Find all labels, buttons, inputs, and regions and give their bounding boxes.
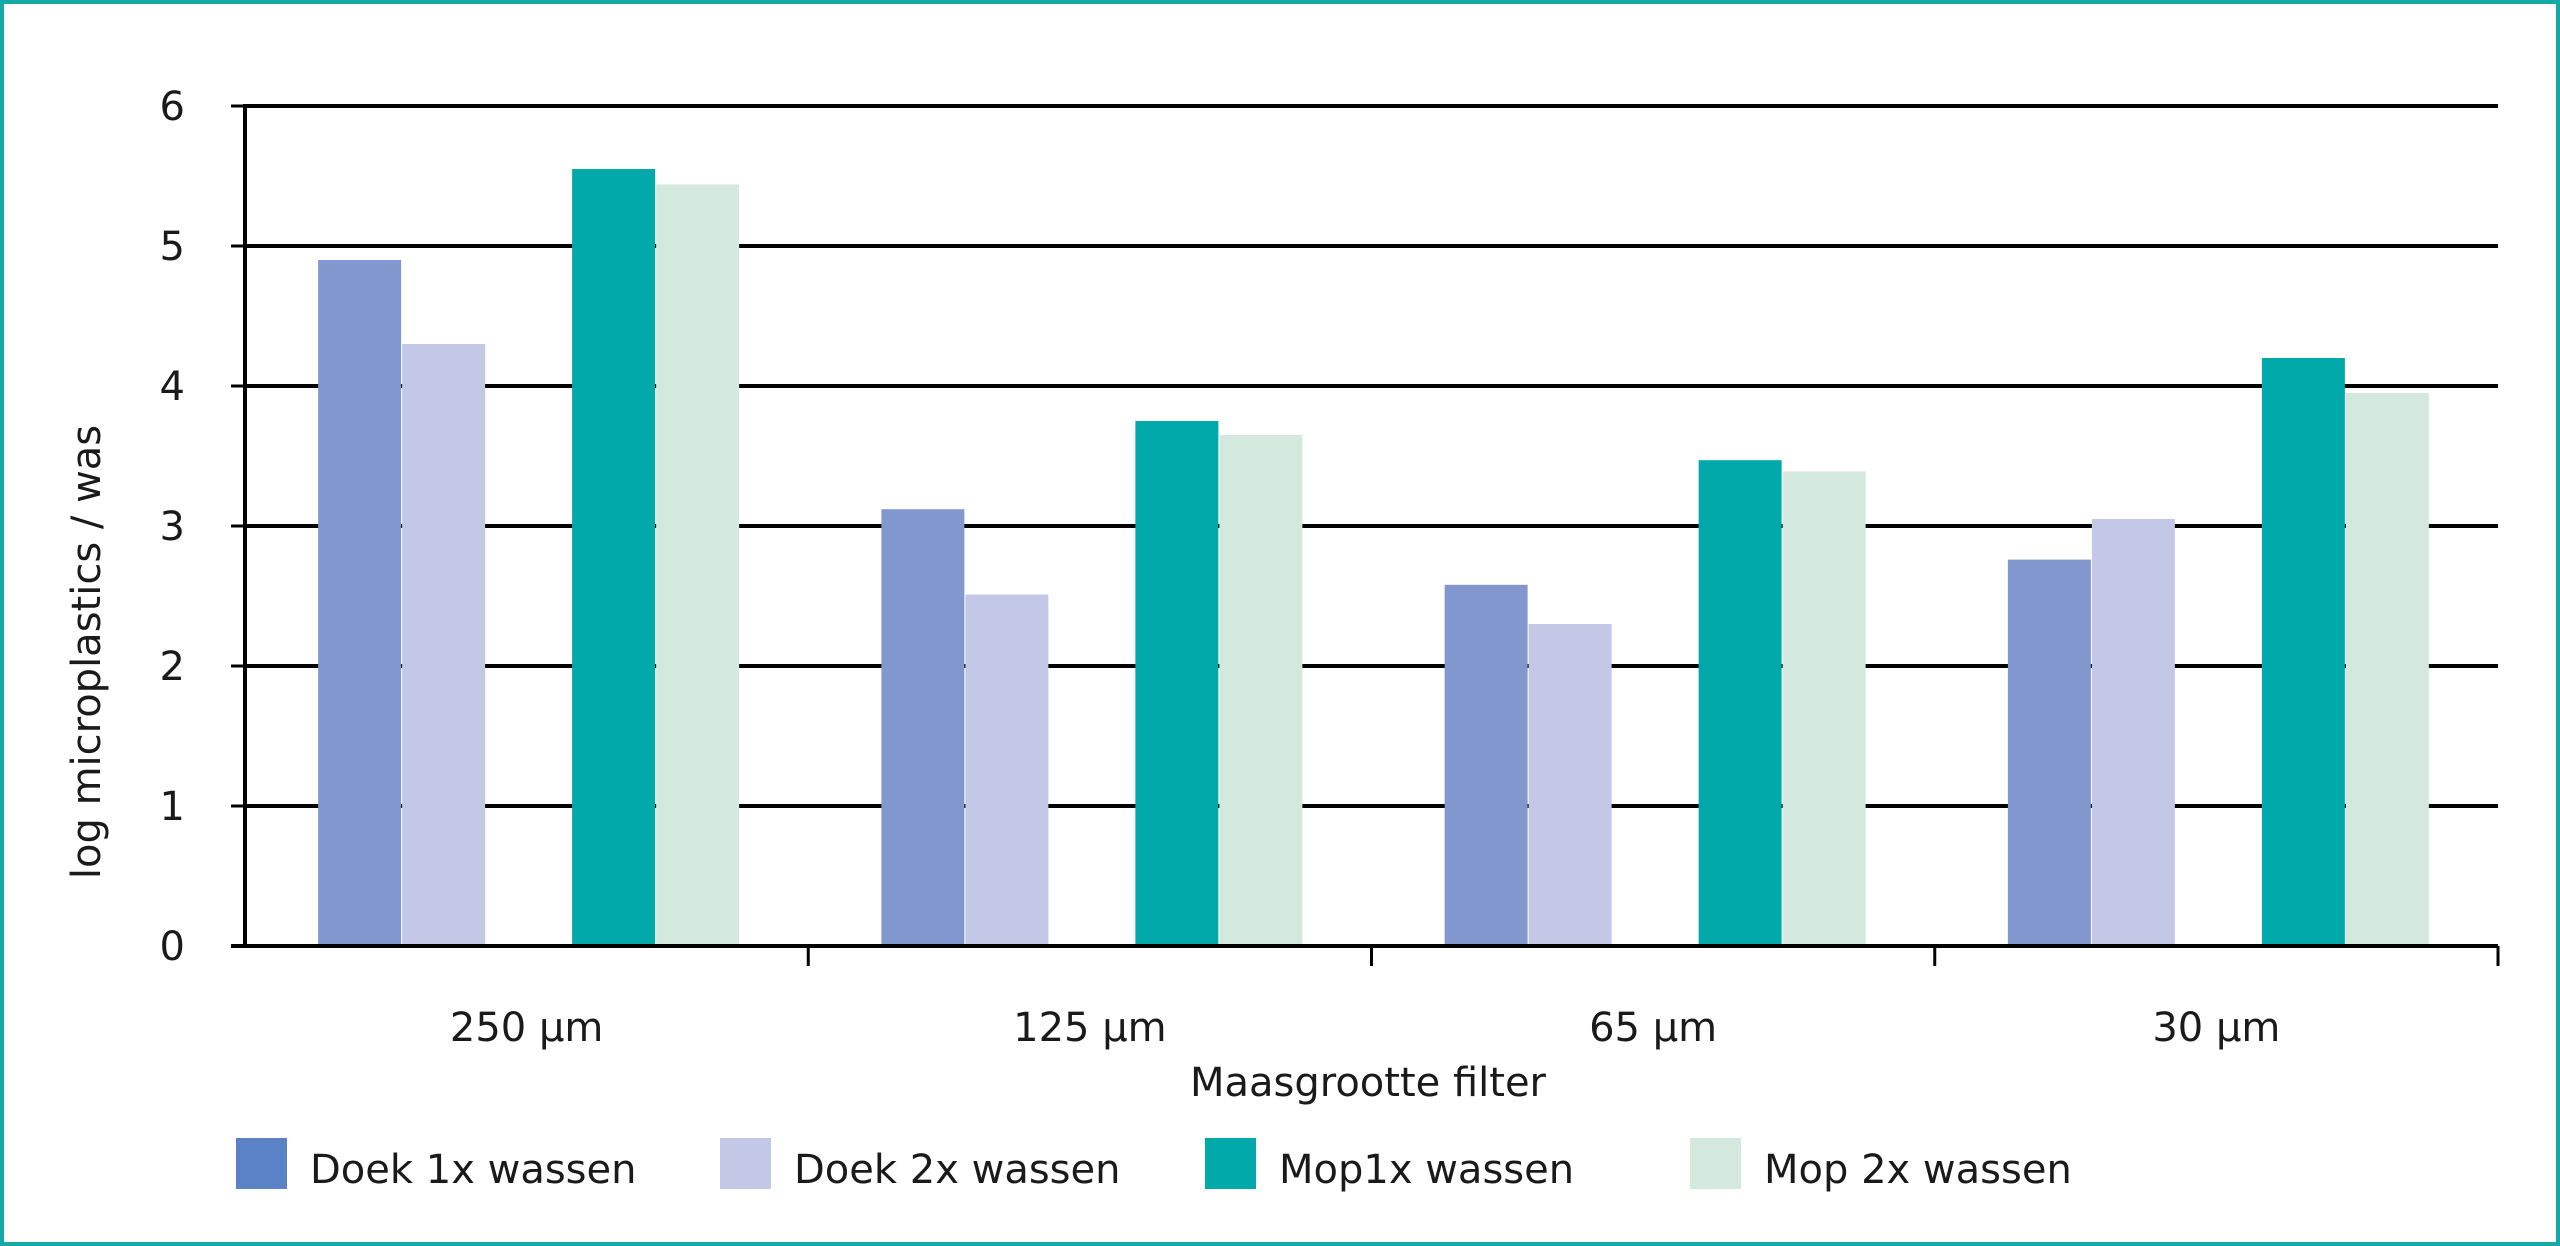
bar-mop-2x-wassen-1 — [1219, 435, 1303, 946]
bar-mop-2x-wassen-3 — [2345, 393, 2429, 946]
legend-label: Mop 2x wassen — [1764, 1147, 2072, 1193]
legend-swatch — [1205, 1138, 1256, 1189]
legend-swatch — [720, 1138, 771, 1189]
legend-label: Doek 2x wassen — [794, 1147, 1120, 1193]
x-tick-label: 65 µm — [1589, 1005, 1717, 1051]
legend-label: Doek 1x wassen — [310, 1147, 636, 1193]
bars — [318, 169, 2429, 946]
y-tick-label: 6 — [160, 84, 185, 130]
y-tick-labels: 0 1 2 3 4 5 6 — [160, 84, 185, 970]
y-tick-label: 5 — [160, 224, 185, 270]
legend-item: Doek 2x wassen — [720, 1138, 1120, 1193]
bar-doek-2x-wassen-2 — [1528, 624, 1612, 946]
bar-mop1x-wassen-1 — [1135, 421, 1219, 946]
axes — [231, 104, 2500, 966]
x-tick-label: 125 µm — [1013, 1005, 1166, 1051]
bar-mop1x-wassen-3 — [2261, 358, 2345, 946]
bar-doek-1x-wassen-1 — [881, 509, 965, 946]
x-tick-label: 30 µm — [2152, 1005, 2280, 1051]
y-axis-title: log microplastics / was — [64, 425, 110, 879]
bar-mop-2x-wassen-0 — [656, 184, 740, 946]
legend-item: Mop1x wassen — [1205, 1138, 1574, 1193]
legend-item: Mop 2x wassen — [1690, 1138, 2072, 1193]
bar-mop1x-wassen-2 — [1698, 460, 1782, 946]
legend-swatch — [1690, 1138, 1741, 1189]
bar-doek-1x-wassen-0 — [318, 260, 402, 946]
y-tick-label: 4 — [160, 364, 185, 410]
legend-swatch — [236, 1138, 287, 1189]
y-tick-label: 2 — [160, 644, 185, 690]
bar-mop1x-wassen-0 — [572, 169, 656, 946]
legend-label: Mop1x wassen — [1279, 1147, 1574, 1193]
bar-doek-2x-wassen-3 — [2091, 519, 2175, 946]
x-tick-labels: 250 µm 125 µm 65 µm 30 µm — [450, 1005, 2281, 1051]
legend-item: Doek 1x wassen — [236, 1138, 636, 1193]
bar-doek-1x-wassen-2 — [1444, 584, 1528, 946]
bar-doek-1x-wassen-3 — [2007, 559, 2091, 946]
bar-mop-2x-wassen-2 — [1782, 471, 1866, 946]
bar-doek-2x-wassen-0 — [402, 344, 486, 946]
y-tick-label: 3 — [160, 504, 185, 550]
bar-doek-2x-wassen-1 — [965, 594, 1049, 946]
y-tick-label: 0 — [160, 924, 185, 970]
legend: Doek 1x wassen Doek 2x wassen Mop1x wassen… — [236, 1138, 2072, 1193]
x-axis-title: Maasgrootte filter — [1190, 1060, 1547, 1106]
y-tick-label: 1 — [160, 784, 185, 830]
x-tick-label: 250 µm — [450, 1005, 603, 1051]
